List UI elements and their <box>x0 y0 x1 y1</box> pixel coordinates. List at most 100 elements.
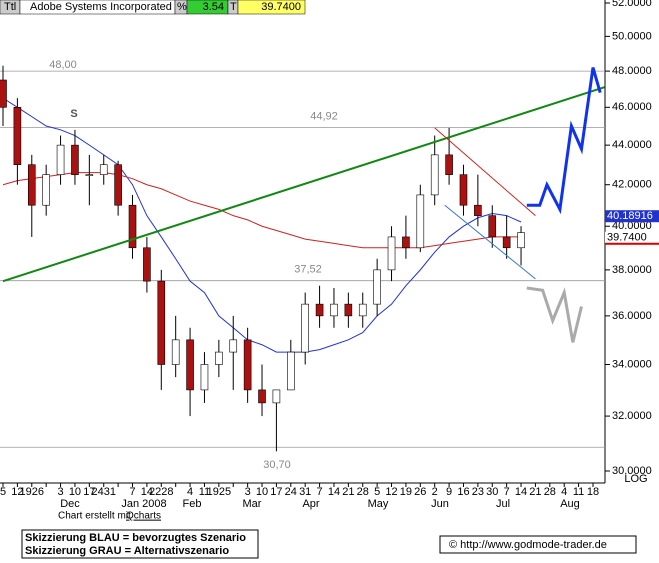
x-tick-label: 2431 <box>91 486 115 498</box>
y-tick-label: 46.0000 <box>612 101 652 113</box>
price-tag-label: 39.7400 <box>607 232 647 244</box>
x-tick-label: 7 <box>317 486 323 498</box>
x-tick-label: 2 <box>432 486 438 498</box>
candle-body <box>301 303 309 353</box>
trend-line <box>434 127 536 217</box>
x-tick-label: 28 <box>357 486 369 498</box>
x-tick-label: 5 <box>374 486 380 498</box>
candle-body <box>128 204 137 249</box>
x-tick-label: 16 <box>457 486 469 498</box>
month-label: Jan 2008 <box>121 498 166 510</box>
candle-body <box>258 389 266 404</box>
candle-body <box>0 79 7 108</box>
pct-sign: % <box>177 1 187 13</box>
site: © http://www.godmode-trader.de <box>449 539 607 551</box>
candle-body <box>186 339 194 391</box>
candle-body <box>99 164 108 175</box>
trend-line <box>526 67 602 215</box>
month-label: Feb <box>183 498 202 510</box>
trend-line <box>444 204 536 280</box>
candle-body <box>387 236 396 271</box>
x-tick-label: 14 <box>328 486 340 498</box>
x-tick-label: 3 <box>57 486 63 498</box>
x-tick-label: 31 <box>299 486 311 498</box>
t: T <box>230 1 237 13</box>
legend-blue: Skizzierung BLAU = bevorzugtes Szenario <box>25 532 246 544</box>
x-tick-label: 10 <box>69 486 81 498</box>
month-label: Jul <box>496 498 510 510</box>
x-tick-label: 18 <box>587 486 599 498</box>
candle-body <box>330 303 338 317</box>
candle-body <box>488 215 497 238</box>
legend-box <box>21 529 259 559</box>
candle-body <box>171 339 180 365</box>
candle-body <box>517 232 525 249</box>
last: 39.7400 <box>261 1 301 13</box>
y-tick-label: 32.0000 <box>612 410 652 422</box>
candle-body <box>402 236 410 249</box>
y-tick-label: 44.0000 <box>612 139 652 151</box>
x-tick-label: 1925 <box>207 486 231 498</box>
y-tick-label: 38.0000 <box>612 264 652 276</box>
x-tick-label: 30 <box>486 486 498 498</box>
last-box <box>237 0 306 15</box>
month-label: May <box>368 498 389 510</box>
made-with: Chart erstellt mit <box>58 511 131 522</box>
month-label: Mar <box>243 498 262 510</box>
x-tick-label: 14 <box>515 486 527 498</box>
candle-body <box>157 280 166 365</box>
y-tick-label: 42.0000 <box>612 179 652 191</box>
candle-body <box>474 204 482 216</box>
x-tick-label: 12 <box>11 486 23 498</box>
month-label: Jun <box>431 498 449 510</box>
candle-body <box>27 164 36 206</box>
y-tick-label: 34.0000 <box>612 358 652 370</box>
x-tick-label: 28 <box>544 486 556 498</box>
x-tick-label: 12 <box>385 486 397 498</box>
x-tick-label: 26 <box>414 486 426 498</box>
legend-grey: Skizzierung GRAU = Alternativszenario <box>25 545 229 557</box>
candle-body <box>243 339 252 391</box>
candle-body <box>229 339 238 353</box>
site-box <box>439 535 637 554</box>
x-tick-label: 9 <box>446 486 452 498</box>
candle-body <box>502 236 511 249</box>
candle-body <box>416 194 425 249</box>
y-tick-label: 48.0000 <box>612 65 652 77</box>
x-tick-label: 19 <box>400 486 412 498</box>
x-tick-label: 11 <box>573 486 584 498</box>
price-tag <box>605 210 659 223</box>
candle-body <box>56 144 65 175</box>
candle-body <box>114 164 122 206</box>
trend-line <box>2 86 605 283</box>
level-label: 30,70 <box>263 459 291 471</box>
y-tick-label: 30.0000 <box>612 465 652 477</box>
x-tick-label: 23 <box>472 486 484 498</box>
pct: 3.54 <box>203 1 224 13</box>
x-tick-label: 7 <box>129 486 135 498</box>
name: Adobe Systems Incorporated <box>30 1 172 13</box>
x-tick-label: 7 <box>504 486 510 498</box>
candle-body <box>344 303 353 317</box>
price-tag-label: 40.18916 <box>607 210 653 222</box>
x-tick-label: 2228 <box>149 486 173 498</box>
x-tick-label: 14 <box>141 486 153 498</box>
moving-average <box>2 97 522 353</box>
candle-body <box>315 303 324 317</box>
candle-body <box>71 144 79 175</box>
x-tick-label: 24 <box>285 486 297 498</box>
x-tick-label: 17 <box>270 486 282 498</box>
log-note: LOG <box>624 473 647 485</box>
candle-body <box>215 351 223 365</box>
candle-body <box>286 351 295 391</box>
candle-body <box>143 247 151 282</box>
x-tick-label: 4 <box>561 486 567 498</box>
month-label: Aug <box>560 498 580 510</box>
candle-body <box>358 303 367 317</box>
tool: Qcharts <box>126 511 161 522</box>
y-tick-label: 40.0000 <box>612 220 652 232</box>
ttl: Ttl <box>4 1 16 13</box>
candle-body <box>85 174 94 176</box>
